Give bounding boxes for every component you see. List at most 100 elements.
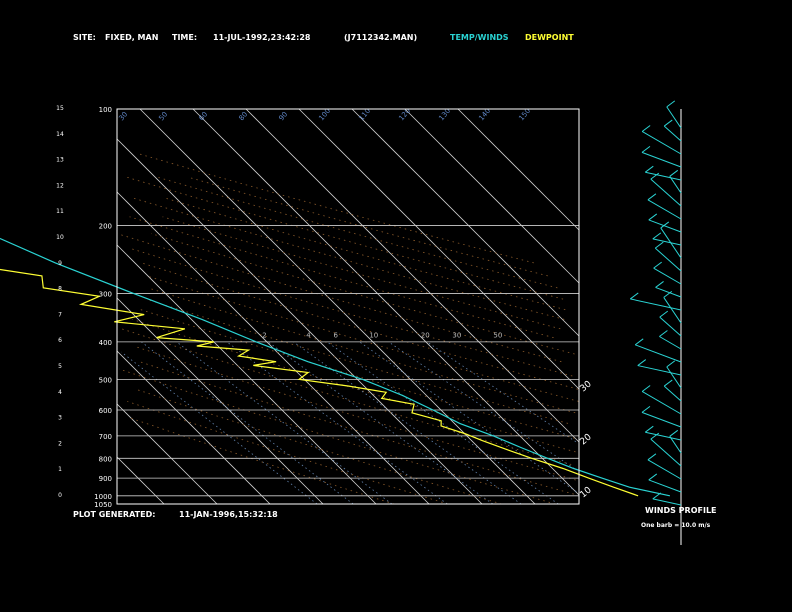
height-tick-label: 10: [56, 234, 64, 241]
height-tick-label: 0: [58, 492, 62, 499]
wind-barb: [652, 498, 682, 506]
wind-barb-flag: [666, 360, 676, 368]
height-tick-label: 5: [58, 363, 62, 370]
dry-adiabat-line: [165, 197, 566, 310]
wind-barb-flag: [663, 379, 673, 387]
adiabat-label: 90: [277, 110, 289, 122]
wind-barb-flag: [648, 473, 658, 481]
isotherm-line: [404, 108, 580, 284]
isotherm-line: [457, 108, 580, 231]
pressure-tick-label: 800: [99, 455, 112, 463]
mixing-ratio-line: [293, 341, 522, 505]
height-tick-label: 15: [56, 105, 64, 112]
wind-barb: [669, 436, 682, 454]
adiabat-label: 50: [157, 110, 169, 122]
adiabat-label: 80: [237, 110, 249, 122]
time-label: TIME:: [172, 33, 198, 42]
wind-barb-flag: [647, 453, 657, 461]
wind-barb-flag: [653, 261, 662, 269]
pressure-tick-label: 900: [99, 475, 112, 483]
plot-generated-value: 11-JAN-1996,15:32:18: [179, 510, 278, 519]
mixing-ratio-line: [388, 341, 575, 469]
site-label: SITE:: [73, 33, 96, 42]
wind-barb: [663, 297, 682, 324]
winds-profile-title: WINDS PROFILE: [645, 506, 717, 515]
wind-barb-flag: [641, 145, 651, 153]
wind-barb-flag: [666, 100, 676, 108]
height-tick-label: 7: [58, 311, 62, 318]
wind-barb: [641, 391, 682, 415]
mixing-ratio-label: 20: [421, 332, 430, 340]
mixing-ratio-line: [426, 341, 577, 443]
wind-barb-flag: [641, 385, 651, 392]
dry-adiabat-line: [162, 216, 561, 330]
mixing-ratio-label: 10: [369, 332, 378, 340]
height-tick-label: 3: [58, 415, 62, 422]
wind-barb: [654, 247, 682, 272]
legend-dewpoint: DEWPOINT: [525, 33, 574, 42]
mixing-ratio-line: [267, 341, 494, 505]
dewpoint-line: [0, 268, 639, 497]
wind-barb: [637, 365, 682, 376]
wind-barb: [645, 171, 682, 181]
isotherm-line: [139, 108, 536, 505]
wind-barb: [641, 151, 682, 168]
wind-barb-flag: [660, 221, 670, 229]
wind-barb-flag: [659, 330, 668, 337]
plot-generated-label: PLOT GENERATED:: [73, 510, 156, 519]
height-tick-label: 14: [56, 131, 64, 138]
mixing-ratio-label: 4: [306, 332, 311, 340]
wind-barb-flag: [663, 119, 673, 127]
dry-adiabat-line: [141, 262, 579, 390]
mixing-ratio-label: 6: [333, 332, 338, 340]
isobar-lines: [117, 225, 579, 497]
dry-adiabat-line: [146, 275, 579, 402]
mixing-ratio-line: [359, 341, 577, 492]
wind-barb: [653, 267, 682, 285]
dry-adiabat-line: [136, 152, 534, 264]
wind-barb: [641, 411, 682, 428]
wind-barb-flag: [669, 429, 679, 437]
height-tick-label: 13: [56, 157, 64, 164]
wind-barb: [666, 106, 682, 129]
dry-adiabat-line: [130, 417, 395, 505]
mixing-ratio-line: [176, 341, 393, 505]
isotherm-line: [192, 108, 580, 496]
wind-barb-flag: [655, 281, 664, 288]
winds-profile-note: One barb = 10.0 m/s: [641, 522, 711, 529]
wind-barb-flag: [648, 213, 658, 221]
wind-barb-flag: [663, 291, 673, 298]
height-tick-label: 8: [58, 286, 62, 293]
isotherm-line: [245, 108, 580, 443]
dry-adiabat-line: [129, 216, 554, 338]
isotherm-line: [351, 108, 580, 337]
pressure-tick-label: 400: [99, 339, 112, 347]
isotherm-line: [116, 403, 218, 505]
mixing-ratio-line: [326, 341, 559, 505]
dry-adiabat-line: [135, 388, 502, 505]
mixing-ratio-label: 50: [493, 332, 502, 340]
temperature-line: [0, 237, 671, 497]
wind-barb-flag: [637, 359, 647, 366]
wind-barb: [659, 316, 682, 337]
wind-barb: [652, 238, 682, 246]
pressure-tick-label: 1050: [94, 501, 112, 509]
wind-barb: [645, 431, 682, 441]
winds-profile-panel: [629, 100, 682, 545]
wind-barb: [647, 199, 682, 220]
mixing-ratio-label: 2: [262, 332, 266, 340]
wind-barb-flag: [650, 432, 660, 440]
isotherm-line: [116, 297, 324, 505]
wind-barb: [648, 479, 682, 493]
sounding-series: [0, 237, 671, 497]
pressure-tick-label: 300: [99, 291, 112, 299]
plot-frame: [116, 108, 580, 505]
wind-barb: [641, 131, 682, 155]
height-tick-label: 11: [56, 208, 64, 215]
wind-barb-flag: [652, 232, 662, 240]
isotherm-line: [298, 108, 580, 390]
adiabat-label: 30: [117, 110, 129, 122]
dry-adiabat-line: [145, 298, 569, 424]
wind-barb: [655, 286, 682, 298]
